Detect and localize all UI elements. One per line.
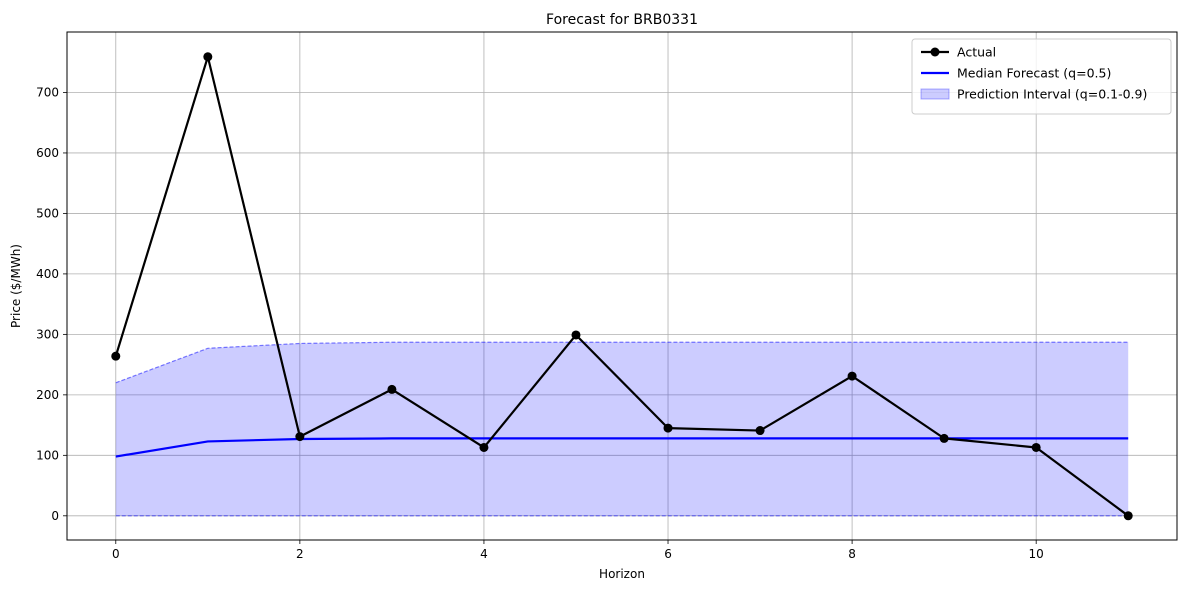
x-tick-label: 6	[664, 547, 672, 561]
actual-point	[111, 351, 121, 361]
legend-marker-actual	[930, 47, 940, 57]
prediction-interval-upper-line	[115, 341, 1129, 384]
median-forecast-line	[115, 437, 1129, 458]
legend: Actual Median Forecast (q=0.5) Prediction …	[911, 38, 1172, 115]
prediction-interval-area	[115, 342, 1129, 516]
y-tick-label: 0	[51, 509, 59, 523]
x-tick-label: 2	[296, 547, 304, 561]
legend-label: Actual	[957, 45, 996, 60]
x-tick-label: 4	[480, 547, 488, 561]
y-tick-label: 600	[36, 146, 59, 160]
legend-handle-interval	[920, 88, 950, 100]
series	[111, 52, 1133, 521]
y-tick-label: 100	[36, 448, 59, 462]
legend-label: Median Forecast (q=0.5)	[957, 66, 1111, 81]
plot-frame	[66, 31, 1178, 541]
x-ticks: 0 2 4 6 8 10	[112, 540, 1044, 561]
legend-box	[911, 38, 1172, 115]
legend-entries: Actual Median Forecast (q=0.5) Prediction …	[920, 45, 1147, 102]
legend-label: Prediction Interval (q=0.1-0.9)	[957, 87, 1147, 102]
y-ticks: 0 100 200 300 400 500 600 700	[36, 85, 67, 523]
x-tick-label: 8	[848, 547, 856, 561]
actual-point	[663, 423, 673, 433]
actual-point	[1031, 442, 1041, 452]
actual-point	[203, 52, 213, 62]
x-tick-label: 0	[112, 547, 120, 561]
chart-title: Forecast for BRB0331	[546, 12, 698, 28]
actual-point	[387, 384, 397, 394]
actual-point	[847, 371, 857, 381]
actual-point	[571, 330, 581, 340]
actual-point	[295, 432, 305, 442]
y-tick-label: 700	[36, 85, 59, 99]
actual-point	[1123, 511, 1133, 521]
y-tick-label: 300	[36, 327, 59, 341]
y-tick-label: 500	[36, 206, 59, 220]
actual-point	[479, 442, 489, 452]
x-tick-label: 10	[1029, 547, 1044, 561]
x-axis-label: Horizon	[599, 567, 645, 581]
actual-point	[755, 426, 765, 436]
y-tick-label: 400	[36, 267, 59, 281]
y-tick-label: 200	[36, 388, 59, 402]
y-axis-label: Price ($/MWh)	[9, 244, 23, 328]
prediction-interval-band	[115, 341, 1129, 517]
actual-line	[114, 55, 1129, 517]
actual-point	[939, 433, 949, 443]
